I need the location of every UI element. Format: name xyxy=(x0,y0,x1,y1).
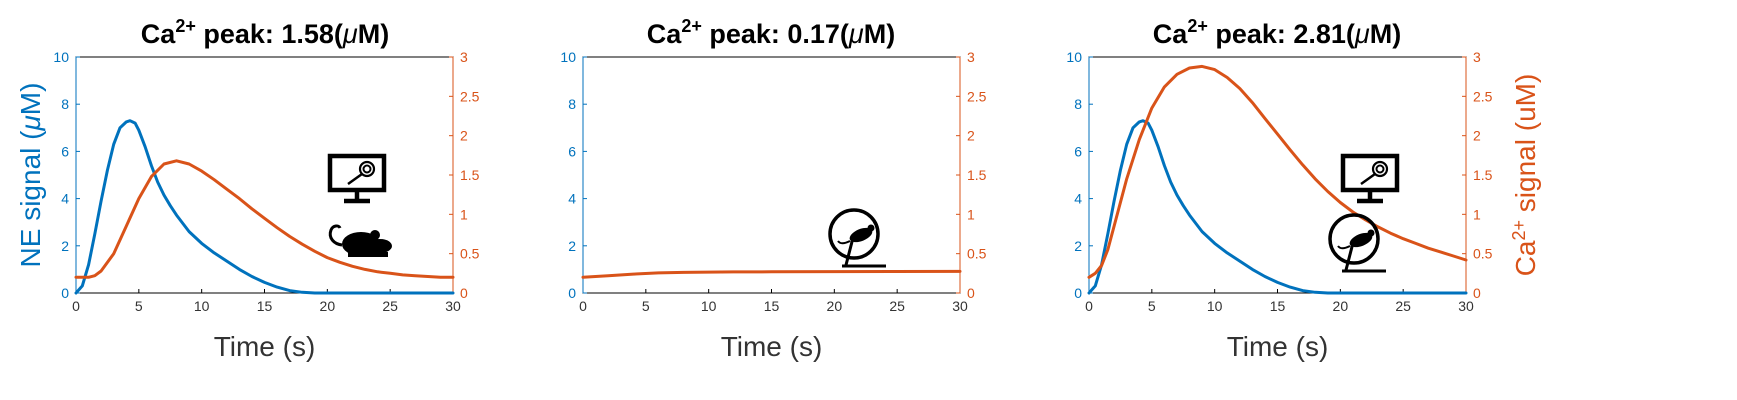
y-left-tick-label: 6 xyxy=(1074,143,1082,159)
y-left-tick-label: 4 xyxy=(568,191,576,207)
x-tick-label: 30 xyxy=(1458,298,1474,314)
y-left-tick-label: 6 xyxy=(61,143,69,159)
x-tick-label: 25 xyxy=(1395,298,1411,314)
y-left-tick-label: 8 xyxy=(1074,96,1082,112)
ne-series-line xyxy=(1087,119,1468,295)
tick-marks xyxy=(75,56,454,294)
y-left-tick-label: 8 xyxy=(568,96,576,112)
tick-marks xyxy=(1088,56,1467,294)
panel-2: Ca2+ peak: 0.17(μM) 0 5 10 15 20 25 3002468100… xyxy=(560,16,986,362)
x-tick-label: 10 xyxy=(1207,298,1223,314)
x-tick-label: 20 xyxy=(1333,298,1349,314)
x-tick-label: 10 xyxy=(701,298,717,314)
y-right-tick-label: 3 xyxy=(460,49,468,65)
y-left-tick-label: 0 xyxy=(568,285,576,301)
y-left-tick-label: 2 xyxy=(568,238,576,254)
y-left-tick-label: 2 xyxy=(1074,238,1082,254)
y-right-tick-label: 0 xyxy=(1473,285,1481,301)
y-right-tick-label: 2 xyxy=(460,128,468,144)
y-right-tick-label: 0 xyxy=(967,285,975,301)
x-tick-label: 0 xyxy=(1085,298,1093,314)
ca-series-line xyxy=(1087,64,1468,279)
right-y-axis-label: Ca2+ signal (uM) xyxy=(1509,74,1541,277)
x-tick-label: 20 xyxy=(827,298,843,314)
running-wheel-icon xyxy=(1328,213,1388,273)
chart-marks xyxy=(1087,64,1468,295)
axes-box xyxy=(582,56,961,294)
y-left-tick-label: 4 xyxy=(61,191,69,207)
y-left-tick-label: 8 xyxy=(61,96,69,112)
y-right-tick-label: 3 xyxy=(967,49,975,65)
monitor-swirl-icon xyxy=(1343,156,1397,201)
y-right-tick-label: 0.5 xyxy=(460,246,480,262)
x-tick-label: 5 xyxy=(1148,298,1156,314)
x-axis-label: Time (s) xyxy=(214,331,316,362)
y-right-tick-label: 0 xyxy=(460,285,468,301)
ca-series-line xyxy=(74,159,455,279)
panel-title: Ca2+ peak: 0.17(μM) xyxy=(647,16,895,49)
axes-box xyxy=(75,56,454,294)
x-tick-label: 0 xyxy=(72,298,80,314)
x-tick-label: 30 xyxy=(952,298,968,314)
y-right-tick-label: 2 xyxy=(1473,128,1481,144)
y-right-tick-label: 2.5 xyxy=(967,88,987,104)
x-tick-label: 20 xyxy=(320,298,336,314)
y-right-tick-label: 1.5 xyxy=(1473,167,1493,183)
y-right-tick-label: 2 xyxy=(967,128,975,144)
y-right-tick-label: 1.5 xyxy=(967,167,987,183)
y-right-tick-label: 1.5 xyxy=(460,167,480,183)
y-left-tick-label: 0 xyxy=(1074,285,1082,301)
y-right-tick-label: 1 xyxy=(967,206,975,222)
y-left-tick-label: 4 xyxy=(1074,191,1082,207)
x-tick-label: 5 xyxy=(135,298,143,314)
x-tick-label: 15 xyxy=(764,298,780,314)
panel-title: Ca2+ peak: 2.81(μM) xyxy=(1153,16,1401,49)
x-tick-label: 10 xyxy=(194,298,210,314)
y-right-tick-label: 1 xyxy=(460,206,468,222)
x-tick-label: 25 xyxy=(889,298,905,314)
x-tick-label: 30 xyxy=(445,298,461,314)
axes-box xyxy=(1088,56,1467,294)
mouse-icon xyxy=(328,224,394,259)
y-left-tick-label: 2 xyxy=(61,238,69,254)
left-y-axis-label: NE signal (μM) xyxy=(15,83,46,268)
y-right-tick-label: 2.5 xyxy=(1473,88,1493,104)
panel-3: Ca2+ peak: 2.81(μM) 0 5 10 15 20 25 3002468100… xyxy=(1066,16,1541,362)
y-left-tick-label: 6 xyxy=(568,143,576,159)
tick-marks xyxy=(582,56,961,294)
x-axis-label: Time (s) xyxy=(1227,331,1329,362)
chart-marks xyxy=(74,119,455,295)
y-left-tick-label: 10 xyxy=(53,49,69,65)
y-right-tick-label: 0.5 xyxy=(1473,246,1493,262)
ca-series-line xyxy=(581,269,962,279)
y-right-tick-label: 3 xyxy=(1473,49,1481,65)
y-right-tick-label: 1 xyxy=(1473,206,1481,222)
running-wheel-icon xyxy=(828,208,888,268)
x-tick-label: 25 xyxy=(382,298,398,314)
monitor-swirl-icon xyxy=(330,156,384,201)
x-tick-label: 15 xyxy=(257,298,273,314)
panel-title: Ca2+ peak: 1.58(μM) xyxy=(141,16,389,49)
x-tick-label: 5 xyxy=(642,298,650,314)
y-left-tick-label: 10 xyxy=(1066,49,1082,65)
y-left-tick-label: 10 xyxy=(560,49,576,65)
x-axis-label: Time (s) xyxy=(721,331,823,362)
chart-marks xyxy=(581,269,962,279)
y-left-tick-label: 0 xyxy=(61,285,69,301)
x-tick-label: 0 xyxy=(579,298,587,314)
panel-1: Ca2+ peak: 1.58(μM) 0 5 10 15 20 25 3002468100… xyxy=(15,16,480,362)
y-right-tick-label: 0.5 xyxy=(967,246,987,262)
ne-series-line xyxy=(74,119,455,295)
y-right-tick-label: 2.5 xyxy=(460,88,480,104)
x-tick-label: 15 xyxy=(1270,298,1286,314)
